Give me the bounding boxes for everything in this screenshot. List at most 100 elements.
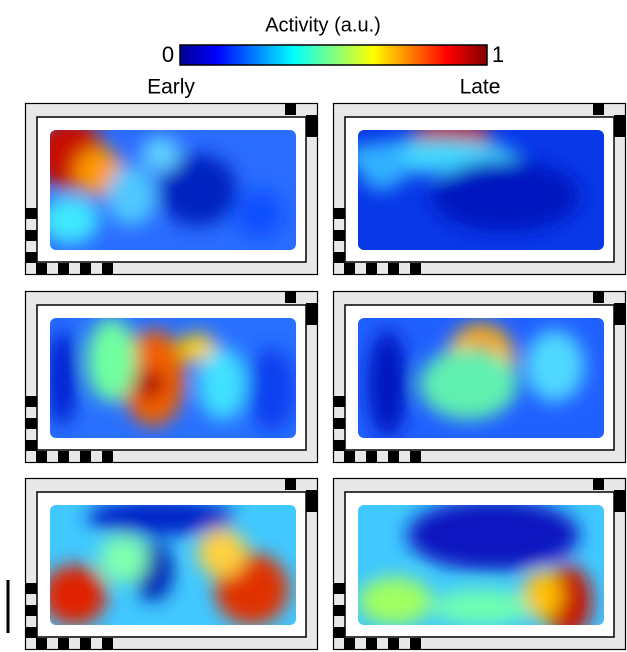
cue-tile [26, 252, 37, 263]
heatmap-blob [131, 369, 166, 399]
heatmap-blob [246, 348, 296, 432]
cue-tile [410, 638, 421, 649]
heatmap-blobs [50, 318, 296, 432]
cue-tile [334, 208, 345, 219]
heatmap-blob [234, 190, 284, 238]
cue-tile [26, 627, 37, 638]
arena-panel [332, 102, 627, 276]
cue-tile [285, 479, 296, 490]
cue-tile [334, 418, 345, 429]
heatmap-blob [99, 535, 149, 583]
heatmap-blob [106, 166, 156, 226]
cue-tile [102, 451, 113, 462]
cue-tile [388, 638, 399, 649]
heatmap [50, 130, 296, 250]
heatmap-blob [407, 505, 580, 571]
cue-tile [410, 263, 421, 274]
cue-tile [285, 292, 296, 303]
heatmap-blob [86, 318, 137, 402]
heatmap-blob [50, 565, 107, 625]
colorbar-title: Activity (a.u.) [265, 14, 381, 36]
cue-tile [80, 263, 91, 274]
cue-tile [366, 451, 377, 462]
arena-panel [24, 477, 319, 651]
cue-tile [614, 303, 625, 325]
cue-tile [334, 605, 345, 616]
arena-panel [24, 290, 319, 464]
cue-tile [102, 638, 113, 649]
cue-tile [36, 263, 47, 274]
cue-tile [593, 292, 604, 303]
heatmap-blob [50, 196, 100, 244]
heatmap-blob [141, 136, 181, 172]
cue-tile [334, 440, 345, 451]
cue-tile [614, 115, 625, 137]
cue-tile [36, 638, 47, 649]
cue-tile [26, 396, 37, 407]
cue-tile [593, 104, 604, 115]
column-label: Early [147, 76, 195, 99]
cue-tile [26, 605, 37, 616]
cue-tile [366, 263, 377, 274]
heatmap-blob [367, 330, 408, 438]
cue-tile [334, 230, 345, 241]
heatmap-blobs [50, 505, 289, 625]
arena-panel [332, 290, 627, 464]
heatmap-blob [158, 154, 237, 226]
cue-tile [334, 627, 345, 638]
cue-tile [26, 418, 37, 429]
cue-tile [80, 638, 91, 649]
cue-tile [388, 263, 399, 274]
heatmap-blob [431, 160, 580, 232]
cue-tile [344, 451, 355, 462]
colorbar [179, 44, 488, 66]
colorbar-max: 1 [492, 42, 504, 67]
heatmap-blobs [358, 505, 592, 625]
heatmap-blob [197, 529, 247, 577]
heatmap-blob [50, 330, 78, 426]
heatmap-blobs [358, 130, 580, 232]
colorbar-min: 0 [162, 42, 174, 67]
cue-tile [58, 451, 69, 462]
cue-tile [285, 104, 296, 115]
heatmap-blob [419, 348, 518, 420]
column-label: Late [460, 76, 501, 99]
cue-tile [26, 440, 37, 451]
cue-tile [58, 263, 69, 274]
cue-tile [334, 252, 345, 263]
heatmap [358, 505, 604, 625]
panels [24, 102, 627, 651]
cue-tile [334, 396, 345, 407]
cue-tile [410, 451, 421, 462]
heatmap-blob [525, 330, 585, 402]
heatmap-blob [522, 571, 563, 619]
cue-tile [306, 303, 317, 325]
cue-tile [36, 451, 47, 462]
cue-tile [58, 638, 69, 649]
heatmap-blob [86, 505, 235, 535]
cue-tile [26, 583, 37, 594]
cue-tile [614, 490, 625, 512]
cue-tile [102, 263, 113, 274]
heatmap-blob [431, 589, 531, 625]
cue-tile [388, 451, 399, 462]
heatmap-blob [358, 577, 432, 625]
cue-tile [334, 583, 345, 594]
heatmap-blob [358, 142, 408, 190]
cue-tile [593, 479, 604, 490]
heatmap [358, 130, 604, 250]
arena-panel [24, 102, 319, 276]
cue-tile [344, 638, 355, 649]
heatmap-blobs [367, 324, 585, 438]
cue-tile [80, 451, 91, 462]
cue-tile [344, 263, 355, 274]
cue-tile [26, 230, 37, 241]
arena-panel [332, 477, 627, 651]
heatmap [50, 505, 296, 625]
cue-tile [26, 208, 37, 219]
cue-tile [306, 115, 317, 137]
cue-tile [306, 490, 317, 512]
cue-tile [366, 638, 377, 649]
heatmap [50, 318, 296, 438]
